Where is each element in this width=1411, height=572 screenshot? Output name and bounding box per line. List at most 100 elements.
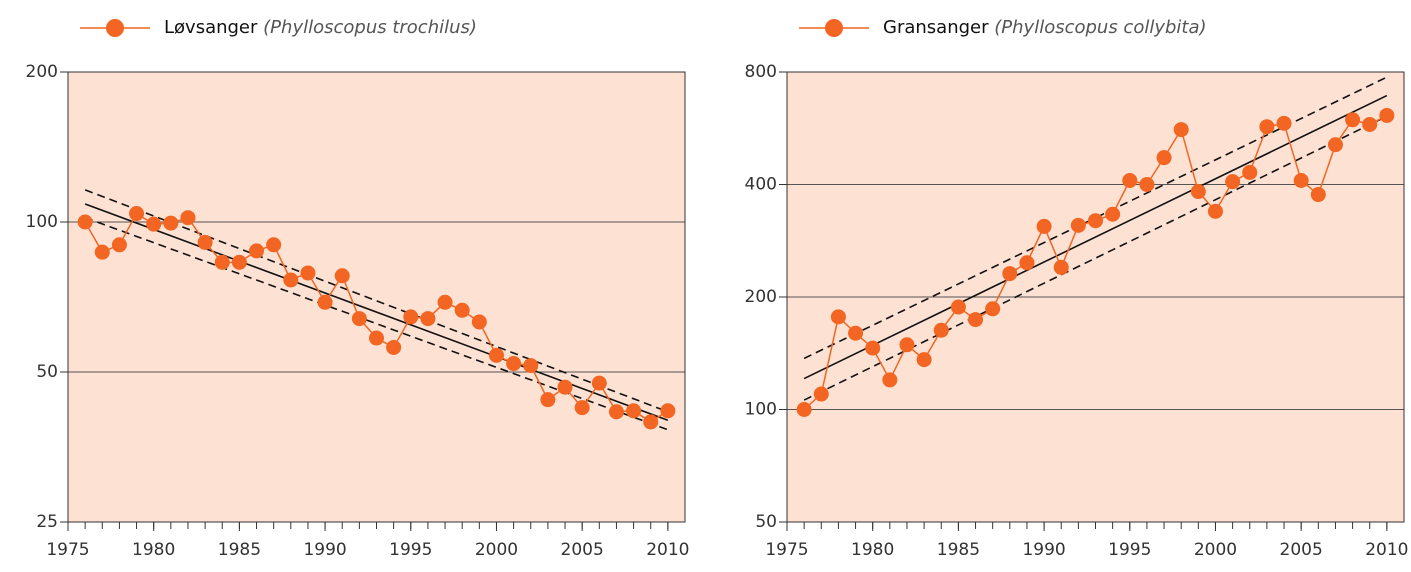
data-point bbox=[1105, 206, 1121, 222]
data-point bbox=[111, 237, 127, 253]
data-point bbox=[1156, 150, 1172, 166]
y-tick-label: 200 bbox=[26, 62, 58, 82]
data-point bbox=[968, 312, 984, 328]
data-point bbox=[1070, 217, 1086, 233]
y-tick-label: 800 bbox=[745, 62, 777, 82]
data-point bbox=[1019, 255, 1035, 271]
data-point bbox=[660, 403, 676, 419]
data-point bbox=[830, 309, 846, 325]
data-point bbox=[1310, 187, 1326, 203]
data-point bbox=[454, 302, 470, 318]
y-tick-label: 100 bbox=[26, 212, 58, 232]
data-point bbox=[643, 414, 659, 430]
legend-label: Løvsanger (Phylloscopus trochilus) bbox=[164, 17, 477, 38]
x-tick-label: 1985 bbox=[218, 540, 261, 560]
y-tick-label: 200 bbox=[745, 287, 777, 307]
data-point bbox=[163, 215, 179, 231]
x-tick-label: 1995 bbox=[1108, 540, 1151, 560]
data-point bbox=[933, 322, 949, 338]
data-point bbox=[77, 214, 93, 230]
data-point bbox=[1345, 112, 1361, 128]
y-tick-label: 25 bbox=[36, 512, 58, 532]
data-point bbox=[1293, 172, 1309, 188]
data-point bbox=[1225, 174, 1241, 190]
data-point bbox=[1276, 115, 1292, 131]
legend-marker bbox=[106, 19, 124, 37]
x-tick-label: 1995 bbox=[389, 540, 432, 560]
data-point bbox=[1207, 203, 1223, 219]
data-point bbox=[180, 210, 196, 226]
data-point bbox=[985, 301, 1001, 317]
data-point bbox=[626, 403, 642, 419]
data-point bbox=[488, 347, 504, 363]
data-point bbox=[420, 311, 436, 327]
x-tick-label: 2005 bbox=[1280, 540, 1323, 560]
data-point bbox=[1379, 107, 1395, 123]
x-tick-label: 2010 bbox=[646, 540, 689, 560]
data-point bbox=[796, 402, 812, 417]
x-tick-label: 1990 bbox=[303, 540, 346, 560]
data-point bbox=[608, 404, 624, 420]
data-point bbox=[813, 386, 829, 402]
data-point bbox=[146, 216, 162, 232]
data-point bbox=[1190, 184, 1206, 200]
data-point bbox=[916, 352, 932, 368]
data-point bbox=[369, 330, 384, 346]
data-point bbox=[557, 379, 573, 395]
data-point bbox=[1122, 172, 1138, 188]
plot-border bbox=[67, 71, 686, 523]
data-point bbox=[249, 243, 265, 259]
data-point bbox=[848, 325, 864, 341]
data-point bbox=[1362, 116, 1378, 132]
data-point bbox=[266, 237, 282, 253]
data-point bbox=[1088, 213, 1103, 229]
legend-latin: (Phylloscopus trochilus) bbox=[263, 17, 477, 38]
data-point bbox=[334, 268, 350, 284]
legend-latin: (Phylloscopus collybita) bbox=[994, 17, 1206, 38]
y-tick-label: 50 bbox=[36, 362, 58, 382]
legend-name: Løvsanger bbox=[164, 17, 258, 38]
data-point bbox=[317, 294, 333, 310]
data-point bbox=[197, 234, 213, 250]
data-point bbox=[283, 272, 299, 288]
data-point bbox=[882, 372, 898, 388]
data-point bbox=[1327, 137, 1343, 153]
x-tick-label: 1975 bbox=[765, 540, 808, 560]
data-point bbox=[1242, 164, 1258, 180]
x-tick-label: 2010 bbox=[1365, 540, 1408, 560]
data-point bbox=[899, 337, 915, 353]
x-tick-label: 1980 bbox=[132, 540, 175, 560]
data-point bbox=[540, 392, 556, 408]
data-point bbox=[591, 375, 607, 391]
data-point bbox=[1053, 259, 1069, 275]
data-point bbox=[471, 314, 487, 330]
x-tick-label: 1985 bbox=[937, 540, 980, 560]
y-tick-label: 50 bbox=[755, 512, 777, 532]
data-point bbox=[950, 299, 966, 315]
data-point bbox=[1036, 218, 1052, 234]
data-point bbox=[129, 206, 145, 222]
data-point bbox=[351, 311, 367, 327]
legend-marker bbox=[825, 19, 843, 37]
data-point bbox=[1139, 177, 1155, 192]
data-point bbox=[214, 254, 230, 270]
x-tick-label: 1975 bbox=[46, 540, 89, 560]
data-point bbox=[437, 294, 453, 310]
data-point bbox=[300, 265, 316, 281]
x-tick-label: 2005 bbox=[561, 540, 604, 560]
x-tick-label: 2000 bbox=[1194, 540, 1237, 560]
data-point bbox=[231, 254, 247, 270]
data-point bbox=[386, 339, 402, 355]
data-point bbox=[1173, 122, 1189, 138]
data-point bbox=[506, 356, 522, 372]
y-tick-label: 100 bbox=[745, 400, 777, 420]
data-point bbox=[1002, 266, 1018, 282]
legend-label: Gransanger (Phylloscopus collybita) bbox=[883, 17, 1207, 38]
x-tick-label: 2000 bbox=[475, 540, 518, 560]
data-point bbox=[865, 340, 881, 356]
data-point bbox=[403, 309, 419, 325]
y-tick-label: 400 bbox=[745, 175, 777, 195]
data-point bbox=[1259, 119, 1275, 135]
data-point bbox=[94, 244, 110, 260]
